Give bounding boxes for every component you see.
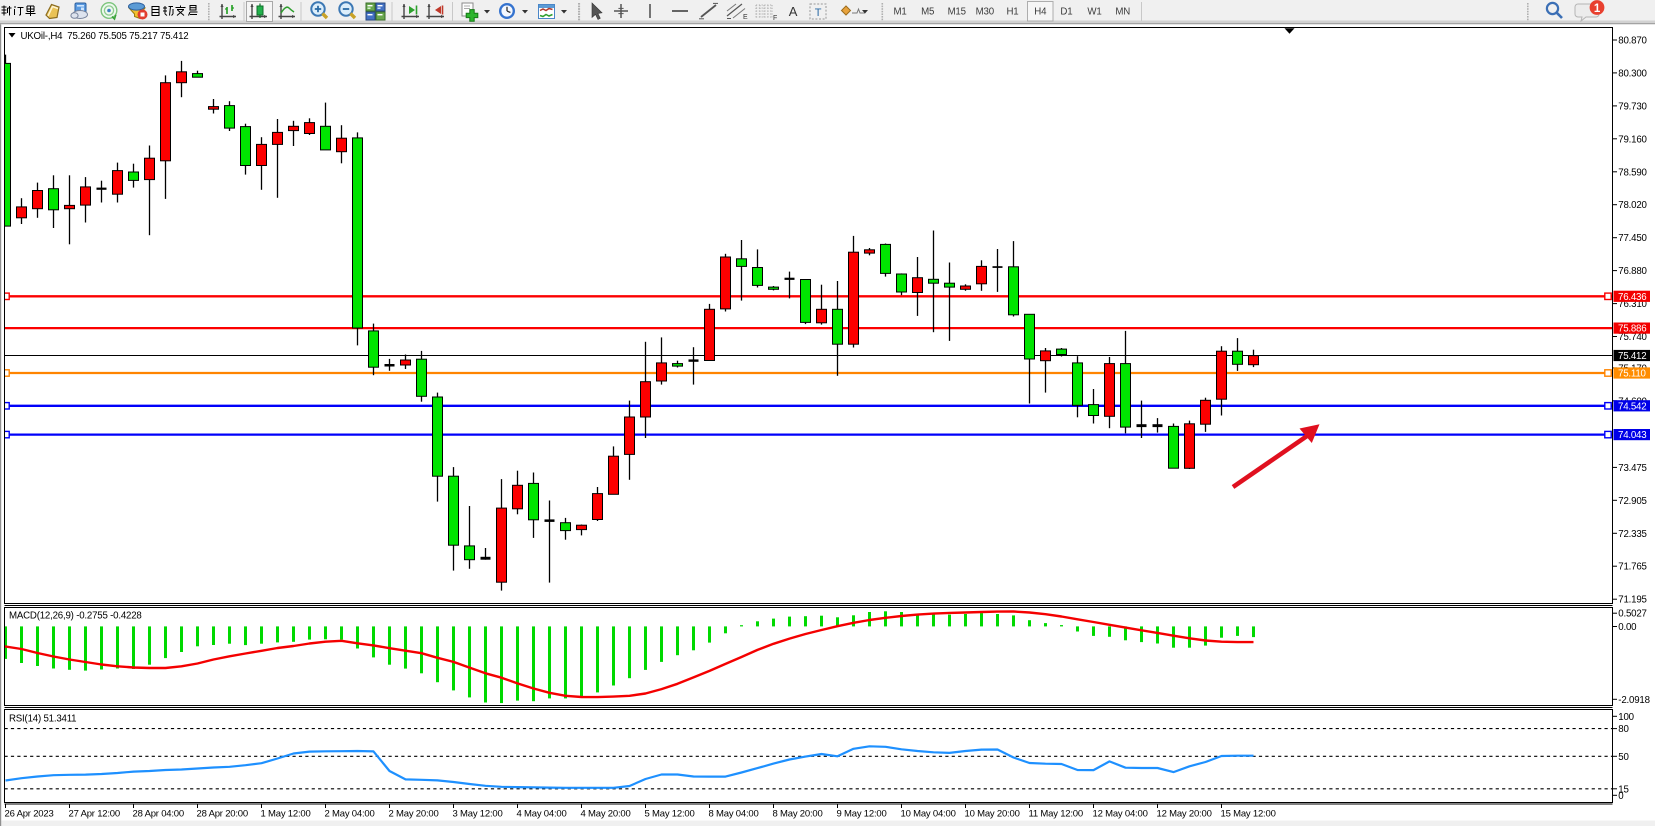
svg-text:15 May 12:00: 15 May 12:00 <box>1221 809 1276 820</box>
svg-text:0.5027: 0.5027 <box>1618 609 1646 620</box>
svg-text:10 May 20:00: 10 May 20:00 <box>965 809 1020 820</box>
svg-text:79.730: 79.730 <box>1618 101 1647 112</box>
svg-text:H1: H1 <box>1007 7 1019 18</box>
svg-text:UKOil-,H4 75.260 75.505 75.21: UKOil-,H4 75.260 75.505 75.217 75.412 <box>21 31 189 42</box>
svg-text:79.160: 79.160 <box>1618 134 1647 145</box>
svg-text:28 Apr 20:00: 28 Apr 20:00 <box>197 809 248 820</box>
svg-text:0.00: 0.00 <box>1618 622 1637 633</box>
svg-text:10 May 04:00: 10 May 04:00 <box>901 809 956 820</box>
svg-text:75.740: 75.740 <box>1618 332 1647 343</box>
svg-text:9 May 12:00: 9 May 12:00 <box>837 809 887 820</box>
svg-text:71.765: 71.765 <box>1618 562 1646 573</box>
svg-text:78.020: 78.020 <box>1618 200 1647 211</box>
svg-text:100: 100 <box>1618 712 1634 723</box>
svg-text:3 May 12:00: 3 May 12:00 <box>453 809 503 820</box>
svg-text:75.886: 75.886 <box>1618 324 1646 335</box>
svg-text:F: F <box>773 15 777 22</box>
svg-text:4 May 20:00: 4 May 20:00 <box>581 809 631 820</box>
svg-text:77.450: 77.450 <box>1618 233 1647 244</box>
svg-text:27 Apr 12:00: 27 Apr 12:00 <box>69 809 120 820</box>
svg-text:2 May 04:00: 2 May 04:00 <box>325 809 375 820</box>
svg-text:73.475: 73.475 <box>1618 463 1646 474</box>
svg-text:8 May 20:00: 8 May 20:00 <box>773 809 823 820</box>
svg-text:76.880: 76.880 <box>1618 266 1647 277</box>
svg-text:M1: M1 <box>893 7 906 18</box>
svg-text:T: T <box>815 7 822 19</box>
svg-text:0: 0 <box>1618 791 1624 802</box>
svg-text:M15: M15 <box>948 7 966 18</box>
svg-text:28 Apr 04:00: 28 Apr 04:00 <box>133 809 184 820</box>
svg-text:E: E <box>743 14 748 21</box>
svg-text:80.300: 80.300 <box>1618 68 1647 79</box>
svg-text:4 May 04:00: 4 May 04:00 <box>517 809 567 820</box>
svg-text:80: 80 <box>1618 724 1629 735</box>
svg-text:11 May 12:00: 11 May 12:00 <box>1029 809 1083 820</box>
svg-text:W1: W1 <box>1087 7 1101 18</box>
svg-text:75.110: 75.110 <box>1618 369 1647 380</box>
svg-text:D1: D1 <box>1060 7 1072 18</box>
svg-text:76.436: 76.436 <box>1618 292 1646 303</box>
svg-text:M30: M30 <box>976 7 995 18</box>
svg-text:76.310: 76.310 <box>1618 299 1647 310</box>
svg-text:80.870: 80.870 <box>1618 36 1647 47</box>
svg-text:78.590: 78.590 <box>1618 167 1647 178</box>
svg-text:15: 15 <box>1618 784 1628 795</box>
svg-text:50: 50 <box>1618 752 1629 763</box>
svg-text:12 May 04:00: 12 May 04:00 <box>1093 809 1148 820</box>
svg-text:8 May 04:00: 8 May 04:00 <box>709 809 759 820</box>
svg-text:MN: MN <box>1115 7 1130 18</box>
svg-text:A: A <box>789 4 798 19</box>
svg-text:M5: M5 <box>921 7 934 18</box>
svg-text:-2.0918: -2.0918 <box>1618 695 1649 706</box>
svg-text:72.905: 72.905 <box>1618 496 1646 507</box>
svg-text:12 May 20:00: 12 May 20:00 <box>1157 809 1212 820</box>
svg-text:1 May 12:00: 1 May 12:00 <box>261 809 311 820</box>
svg-text:5 May 12:00: 5 May 12:00 <box>645 809 695 820</box>
svg-text:MACD(12,26,9) -0.2755 -0.4228: MACD(12,26,9) -0.2755 -0.4228 <box>9 610 142 621</box>
svg-text:H4: H4 <box>1034 7 1047 18</box>
svg-text:2 May 20:00: 2 May 20:00 <box>389 809 439 820</box>
svg-text:1: 1 <box>1594 3 1601 15</box>
svg-text:72.335: 72.335 <box>1618 529 1646 540</box>
svg-text:26 Apr 2023: 26 Apr 2023 <box>5 809 54 820</box>
svg-text:RSI(14) 51.3411: RSI(14) 51.3411 <box>9 713 76 724</box>
svg-text:74.043: 74.043 <box>1618 430 1646 441</box>
svg-text:71.195: 71.195 <box>1618 595 1646 606</box>
svg-text:75.412: 75.412 <box>1618 351 1646 362</box>
svg-text:74.542: 74.542 <box>1618 401 1646 412</box>
